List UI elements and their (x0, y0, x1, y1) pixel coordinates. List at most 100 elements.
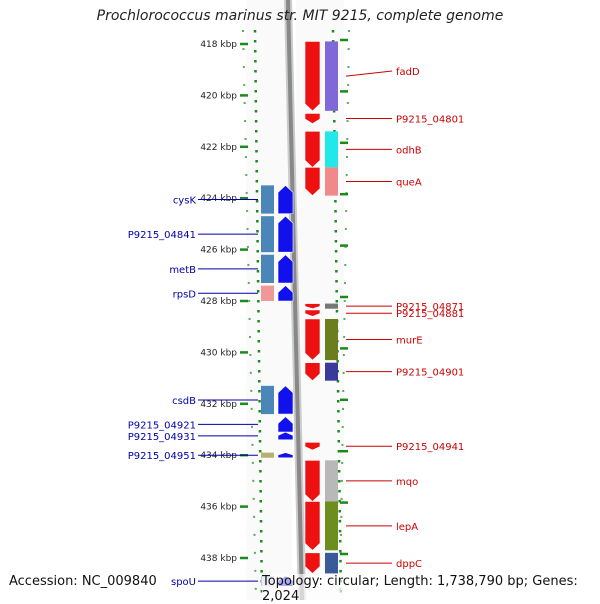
tick-label: 436 kbp (200, 503, 237, 513)
reverse-gene-cog-box[interactable] (261, 285, 274, 301)
forward-gene-arrow[interactable] (304, 362, 321, 382)
forward-gene-cog-box[interactable] (325, 460, 338, 502)
reverse-gene-arrow[interactable] (277, 452, 294, 459)
forward-gene[interactable] (304, 303, 338, 310)
forward-gene[interactable] (304, 167, 338, 197)
reverse-gene-cog-box[interactable] (261, 254, 274, 284)
forward-gene[interactable] (304, 501, 338, 551)
ruler-tick: 430 kbp (200, 347, 348, 358)
forward-gene-cog-box[interactable] (325, 167, 338, 196)
forward-gene[interactable] (304, 460, 338, 502)
forward-gene[interactable] (304, 442, 321, 451)
forward-gene-cog-box[interactable] (325, 318, 338, 361)
reverse-gene[interactable] (277, 416, 294, 433)
tick-label: 418 kbp (200, 40, 237, 50)
tick-label: 426 kbp (200, 246, 237, 256)
genes-layer[interactable] (261, 41, 338, 587)
reverse-gene[interactable] (261, 215, 294, 253)
forward-gene-label: P9215_04901 (396, 368, 464, 379)
reverse-gene-label: P9215_04931 (128, 432, 196, 443)
reverse-gene-label: metB (169, 265, 196, 276)
ruler-tick: 422 kbp (200, 141, 348, 153)
forward-gene-cog-box[interactable] (325, 362, 338, 381)
reverse-gene-arrow[interactable] (277, 385, 294, 415)
tick-label: 438 kbp (200, 554, 237, 564)
forward-gene[interactable] (304, 362, 338, 382)
reverse-gene-arrow[interactable] (277, 285, 294, 302)
forward-gene-arrow[interactable] (304, 303, 321, 310)
forward-gene[interactable] (304, 318, 338, 361)
forward-gene-label: lepA (396, 522, 418, 533)
forward-gene-label: fadD (396, 67, 420, 78)
ruler-tick: 426 kbp (200, 244, 348, 256)
forward-gene-label: dppC (396, 559, 422, 570)
ruler-tick: 418 kbp (200, 38, 348, 50)
reverse-gene-arrow[interactable] (277, 416, 294, 433)
forward-gene-arrow[interactable] (304, 442, 321, 451)
reverse-gene-label: P9215_04951 (128, 451, 196, 462)
forward-gene-arrow[interactable] (304, 41, 321, 112)
topology-label: Topology: circular; Length: 1,738,790 bp… (262, 574, 600, 604)
reverse-gene-arrow[interactable] (277, 184, 294, 214)
tick-label: 430 kbp (200, 348, 237, 358)
forward-gene-label: P9215_04871 (396, 302, 464, 313)
reverse-gene[interactable] (261, 184, 294, 214)
forward-gene-label: P9215_04801 (396, 115, 464, 126)
forward-gene-label: queA (396, 177, 422, 188)
forward-gene-cog-box[interactable] (325, 303, 338, 309)
forward-gene-arrow[interactable] (304, 552, 321, 574)
forward-gene[interactable] (304, 131, 338, 168)
reverse-gene[interactable] (261, 452, 294, 459)
forward-gene-arrow[interactable] (304, 318, 321, 361)
reverse-gene-label: csdB (172, 396, 196, 407)
forward-gene-arrow[interactable] (304, 460, 321, 502)
forward-gene-cog-box[interactable] (325, 552, 338, 574)
reverse-gene-arrow[interactable] (277, 215, 294, 253)
ruler-tick: 420 kbp (200, 90, 348, 101)
forward-gene[interactable] (304, 41, 338, 112)
reverse-gene-label: spoU (171, 577, 196, 588)
forward-gene[interactable] (304, 552, 338, 574)
ruler-tick: 428 kbp (200, 295, 348, 307)
ruler-tick: 436 kbp (200, 501, 348, 513)
forward-gene-label: mqo (396, 477, 418, 488)
reverse-gene-cog-box[interactable] (261, 185, 274, 214)
reverse-gene-label: cysK (173, 195, 197, 206)
forward-gene-label: P9215_04941 (396, 442, 464, 453)
reverse-gene-arrow[interactable] (277, 254, 294, 284)
reverse-gene[interactable] (261, 254, 294, 284)
tick-label: 434 kbp (200, 451, 237, 461)
ruler-tick: 432 kbp (200, 398, 348, 410)
reverse-gene-label: rpsD (173, 289, 197, 300)
forward-gene[interactable] (304, 113, 321, 125)
tick-label: 428 kbp (200, 297, 237, 307)
forward-gene-arrow[interactable] (304, 309, 321, 317)
map-title: Prochlorococcus marinus str. MIT 9215, c… (96, 8, 504, 24)
forward-label-leader (345, 70, 393, 77)
forward-gene[interactable] (304, 309, 321, 317)
reverse-gene-label: P9215_04841 (128, 230, 196, 241)
reverse-gene-cog-box[interactable] (261, 452, 274, 458)
forward-gene-arrow[interactable] (304, 501, 321, 551)
reverse-gene-cog-box[interactable] (261, 216, 274, 253)
forward-gene-label: odhB (396, 145, 422, 156)
reverse-gene-label: P9215_04921 (128, 420, 196, 431)
reverse-gene[interactable] (261, 285, 294, 302)
reverse-gene[interactable] (277, 431, 294, 441)
forward-gene-arrow[interactable] (304, 167, 321, 197)
forward-gene-cog-box[interactable] (325, 131, 338, 168)
forward-gene-label: murE (396, 336, 423, 347)
forward-gene-cog-box[interactable] (325, 41, 338, 111)
tick-label: 420 kbp (200, 91, 237, 101)
tick-label: 432 kbp (200, 400, 237, 410)
reverse-gene[interactable] (261, 385, 294, 415)
ruler-tick: 438 kbp (200, 552, 348, 564)
forward-gene-arrow[interactable] (304, 113, 321, 125)
tick-label: 422 kbp (200, 143, 237, 153)
reverse-gene-arrow[interactable] (277, 431, 294, 441)
reverse-gene-cog-box[interactable] (261, 385, 274, 415)
forward-gene-cog-box[interactable] (325, 501, 338, 551)
forward-gene-arrow[interactable] (304, 131, 321, 168)
